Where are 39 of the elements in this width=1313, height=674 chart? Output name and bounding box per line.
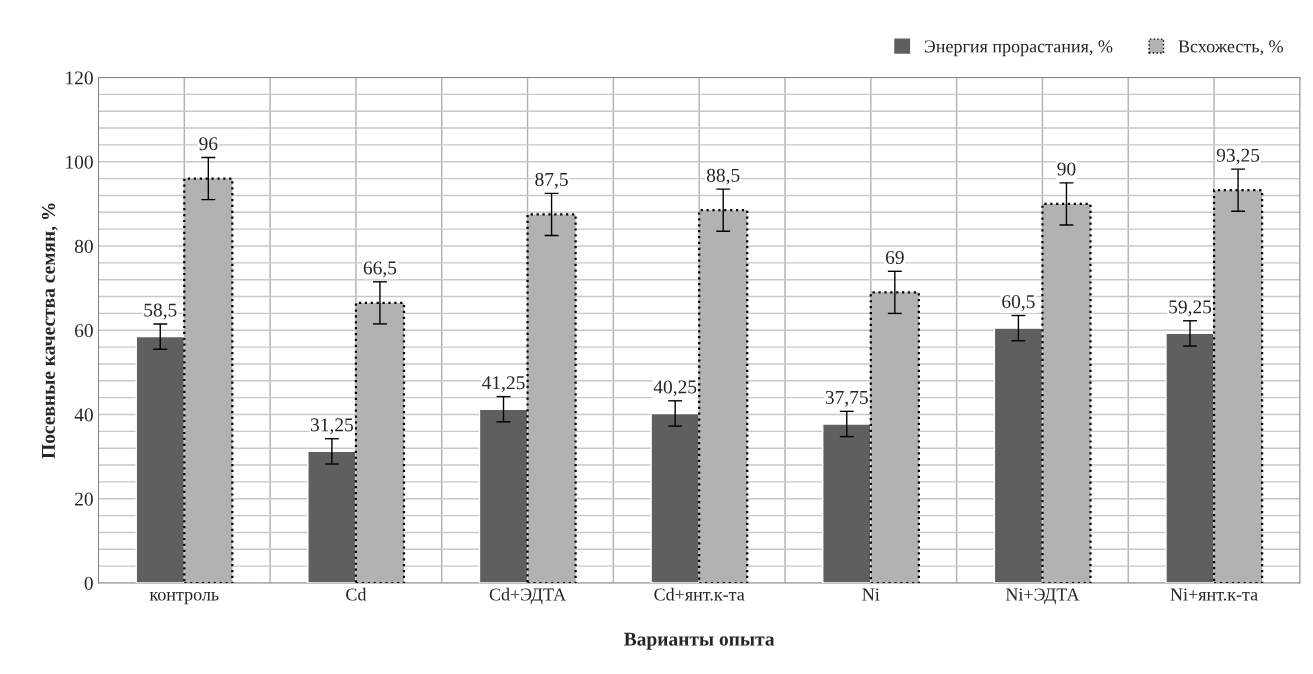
bar: [135, 335, 185, 584]
data-label: 31,25: [310, 418, 353, 435]
x-tick-label: Cd+ЭДТА: [489, 587, 566, 605]
data-label: 58,5: [144, 303, 177, 320]
bar: [307, 450, 357, 584]
y-tick-label: 80: [74, 239, 93, 253]
x-tick-label: Cd+янт.к-та: [654, 587, 745, 601]
bar: [822, 423, 872, 584]
y-tick-label: 60: [75, 324, 93, 338]
x-axis-title: Варианты опыта: [624, 632, 775, 650]
data-label: 59,25: [1169, 300, 1212, 317]
data-label: 66,5: [363, 261, 397, 278]
data-label: 37,75: [825, 390, 868, 407]
bar: [650, 412, 700, 584]
data-label: 96: [199, 137, 218, 151]
legend-label: Энергия прорастания, %: [924, 40, 1113, 57]
data-label: 93,25: [1216, 148, 1260, 165]
y-tick-label: 100: [66, 155, 93, 169]
bar: [1165, 332, 1215, 584]
data-label: 60,5: [1002, 295, 1035, 311]
x-tick-label: Ni: [862, 588, 880, 601]
data-label: 87,5: [535, 172, 568, 189]
legend-label: Всхожесть, %: [1178, 40, 1283, 56]
data-label: 88,5: [706, 168, 740, 185]
y-tick-label: 0: [84, 576, 93, 590]
data-label: 69: [885, 250, 904, 264]
x-tick-label: контроль: [149, 591, 219, 605]
x-tick-label: Ni+ЭДТА: [1005, 588, 1080, 605]
data-label: 40,25: [653, 380, 697, 397]
data-label: 41,25: [482, 376, 525, 393]
x-tick-label: Ni+янт.к-та: [1170, 588, 1258, 601]
y-axis-title: Посевные качества семян, %: [41, 203, 58, 459]
bar: [478, 408, 529, 584]
bar: [993, 327, 1044, 584]
data-label: 90: [1057, 162, 1076, 176]
x-tick-label: Cd: [346, 587, 367, 601]
y-tick-label: 40: [74, 408, 93, 422]
y-tick-label: 20: [75, 492, 93, 506]
y-tick-label: 120: [66, 71, 93, 85]
